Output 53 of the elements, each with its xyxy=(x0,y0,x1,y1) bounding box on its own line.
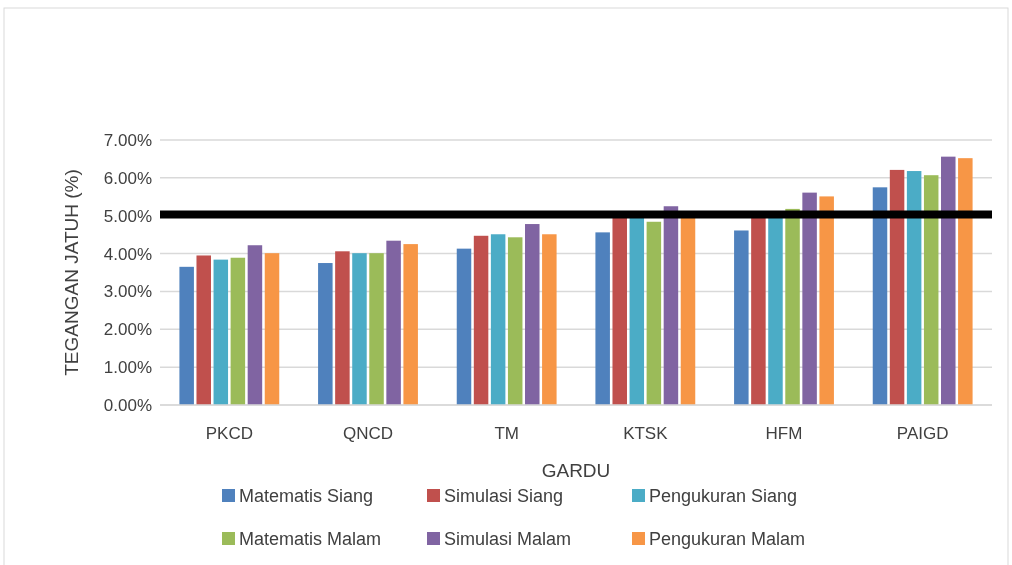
y-axis-title: TEGANGAN JATUH (%) xyxy=(61,169,82,376)
bar xyxy=(734,230,749,405)
bar xyxy=(264,253,280,405)
legend-label: Matematis Malam xyxy=(239,529,382,550)
bar xyxy=(386,240,401,405)
bar xyxy=(456,248,472,405)
bar xyxy=(889,169,905,405)
bar xyxy=(352,253,367,405)
x-tick-label: PAIGD xyxy=(896,424,949,443)
y-tick-label: 1.00% xyxy=(103,358,152,378)
bar xyxy=(802,192,817,405)
bar xyxy=(906,171,922,405)
bar xyxy=(230,257,246,405)
x-tick-label: PKCD xyxy=(205,424,253,443)
bar xyxy=(525,224,540,405)
legend-label: Pengukuran Siang xyxy=(649,486,798,507)
legend-label: Simulasi Siang xyxy=(444,486,564,507)
x-tick-label: HFM xyxy=(765,424,803,443)
bar xyxy=(595,232,610,405)
bar xyxy=(369,253,384,405)
bar xyxy=(179,266,194,405)
bar xyxy=(247,245,263,405)
bar xyxy=(785,208,800,405)
bar xyxy=(507,237,523,405)
x-tick-label: TM xyxy=(494,424,519,443)
bar xyxy=(213,259,229,405)
y-tick-label: 3.00% xyxy=(103,282,152,302)
y-tick-label: 2.00% xyxy=(103,320,152,340)
legend-label: Simulasi Malam xyxy=(444,529,572,550)
bar xyxy=(958,158,973,405)
legend-label: Pengukuran Malam xyxy=(649,529,806,550)
legend-label: Matematis Siang xyxy=(239,486,374,507)
bar xyxy=(196,255,211,405)
bar xyxy=(403,244,418,405)
y-tick-label: 5.00% xyxy=(103,206,152,226)
y-tick-label: 7.00% xyxy=(103,130,152,150)
bar xyxy=(542,234,557,405)
bar xyxy=(318,263,333,405)
bar xyxy=(872,187,888,405)
bar xyxy=(335,251,350,405)
bar xyxy=(646,221,662,405)
bar xyxy=(663,206,679,405)
y-tick-label: 6.00% xyxy=(103,168,152,188)
bar xyxy=(941,156,956,405)
y-tick-label: 4.00% xyxy=(103,244,152,264)
x-tick-label: QNCD xyxy=(342,424,394,443)
bar xyxy=(473,235,489,405)
y-tick-label: 0.00% xyxy=(103,395,152,415)
bar xyxy=(490,234,506,405)
bar xyxy=(819,196,834,405)
bar xyxy=(923,175,939,405)
x-axis-title: GARDU xyxy=(541,460,611,481)
x-tick-label: KTSK xyxy=(623,424,669,443)
